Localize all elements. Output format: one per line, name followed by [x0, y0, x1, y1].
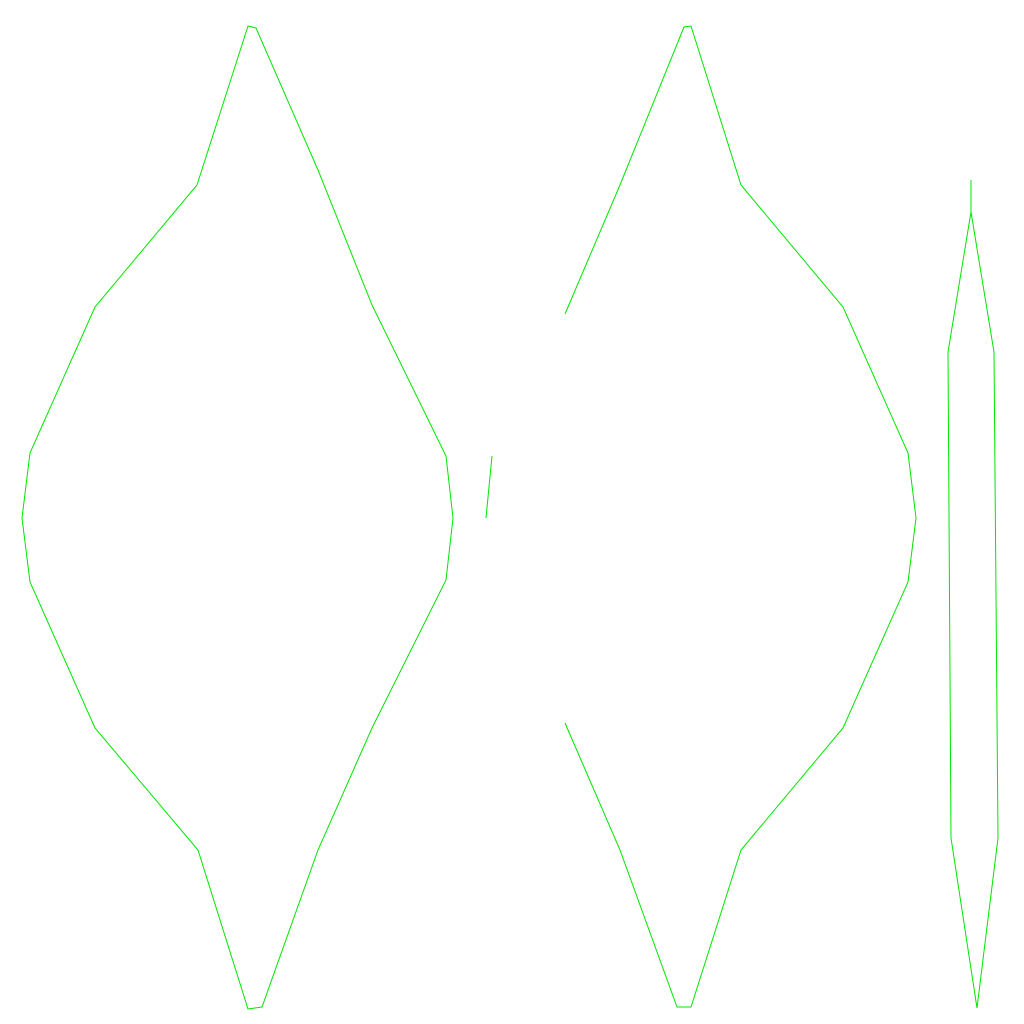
right-lens-outline: [564, 25, 917, 1008]
narrow-spindle-outline: [947, 180, 999, 1009]
small-slash-stroke: [485, 455, 493, 519]
shapes-layer: [21, 25, 999, 1010]
left-lens-outline: [21, 25, 454, 1010]
